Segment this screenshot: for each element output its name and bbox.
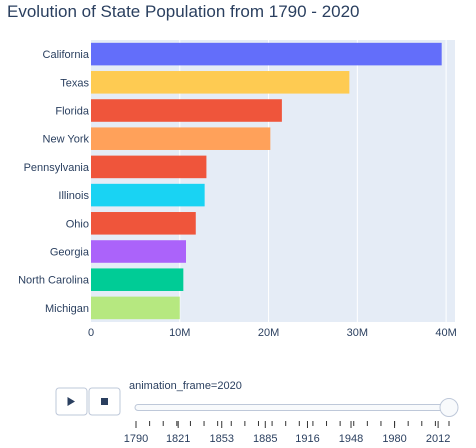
y-tick-label: Georgia	[50, 247, 90, 259]
x-tick-label: 40M	[435, 327, 456, 339]
y-tick-label: Pennsylvania	[24, 162, 90, 174]
slider-tick-label: 1948	[339, 433, 363, 445]
x-axis-labels: 0 10M 20M 30M 40M	[88, 327, 457, 339]
y-tick-label: Texas	[60, 77, 89, 89]
stop-button[interactable]	[88, 387, 121, 416]
x-tick-label: 10M	[169, 327, 190, 339]
slider-tick-label: 1821	[166, 433, 190, 445]
bar[interactable]	[91, 212, 196, 235]
slider-track[interactable]	[134, 404, 456, 411]
x-tick-label: 0	[88, 327, 94, 339]
slider-tick-label: 1853	[209, 433, 233, 445]
bars	[91, 42, 442, 320]
bar[interactable]	[91, 183, 205, 207]
bar[interactable]	[91, 42, 442, 66]
slider-tick-label: 1980	[382, 433, 406, 445]
slider-tick-label: 2012	[426, 433, 450, 445]
x-tick-label: 20M	[258, 327, 279, 339]
play-icon	[67, 397, 75, 406]
y-tick-label: Ohio	[66, 218, 89, 230]
bar[interactable]	[91, 71, 350, 94]
slider-tick-labels: 1790 1821 1853 1885 1916 1948 1980 2012	[124, 433, 451, 445]
slider-ticks	[135, 421, 450, 428]
y-tick-label: Illinois	[58, 190, 89, 202]
x-tick-label: 30M	[347, 327, 368, 339]
y-tick-label: California	[43, 49, 90, 61]
slider-tick-label: 1885	[253, 433, 277, 445]
bar[interactable]	[91, 268, 184, 291]
slider-tick-label: 1790	[124, 433, 148, 445]
y-axis-labels: California Texas Florida New York Pennsylvan…	[18, 49, 90, 315]
bar[interactable]	[91, 127, 271, 150]
bar[interactable]	[91, 155, 207, 179]
y-tick-label: New York	[43, 134, 90, 146]
chart-title: Evolution of State Population from 1790 …	[7, 2, 360, 21]
bar[interactable]	[91, 240, 186, 263]
bar[interactable]	[91, 296, 180, 320]
y-tick-label: North Carolina	[18, 275, 90, 287]
slider-tick-label: 1916	[295, 433, 319, 445]
stop-icon	[101, 398, 108, 405]
play-button[interactable]	[55, 387, 88, 416]
animation-frame-label: animation_frame=2020	[129, 380, 242, 392]
bar[interactable]	[91, 99, 282, 122]
y-tick-label: Florida	[55, 106, 90, 118]
slider-handle[interactable]	[439, 398, 459, 417]
y-tick-label: Michigan	[45, 303, 89, 315]
